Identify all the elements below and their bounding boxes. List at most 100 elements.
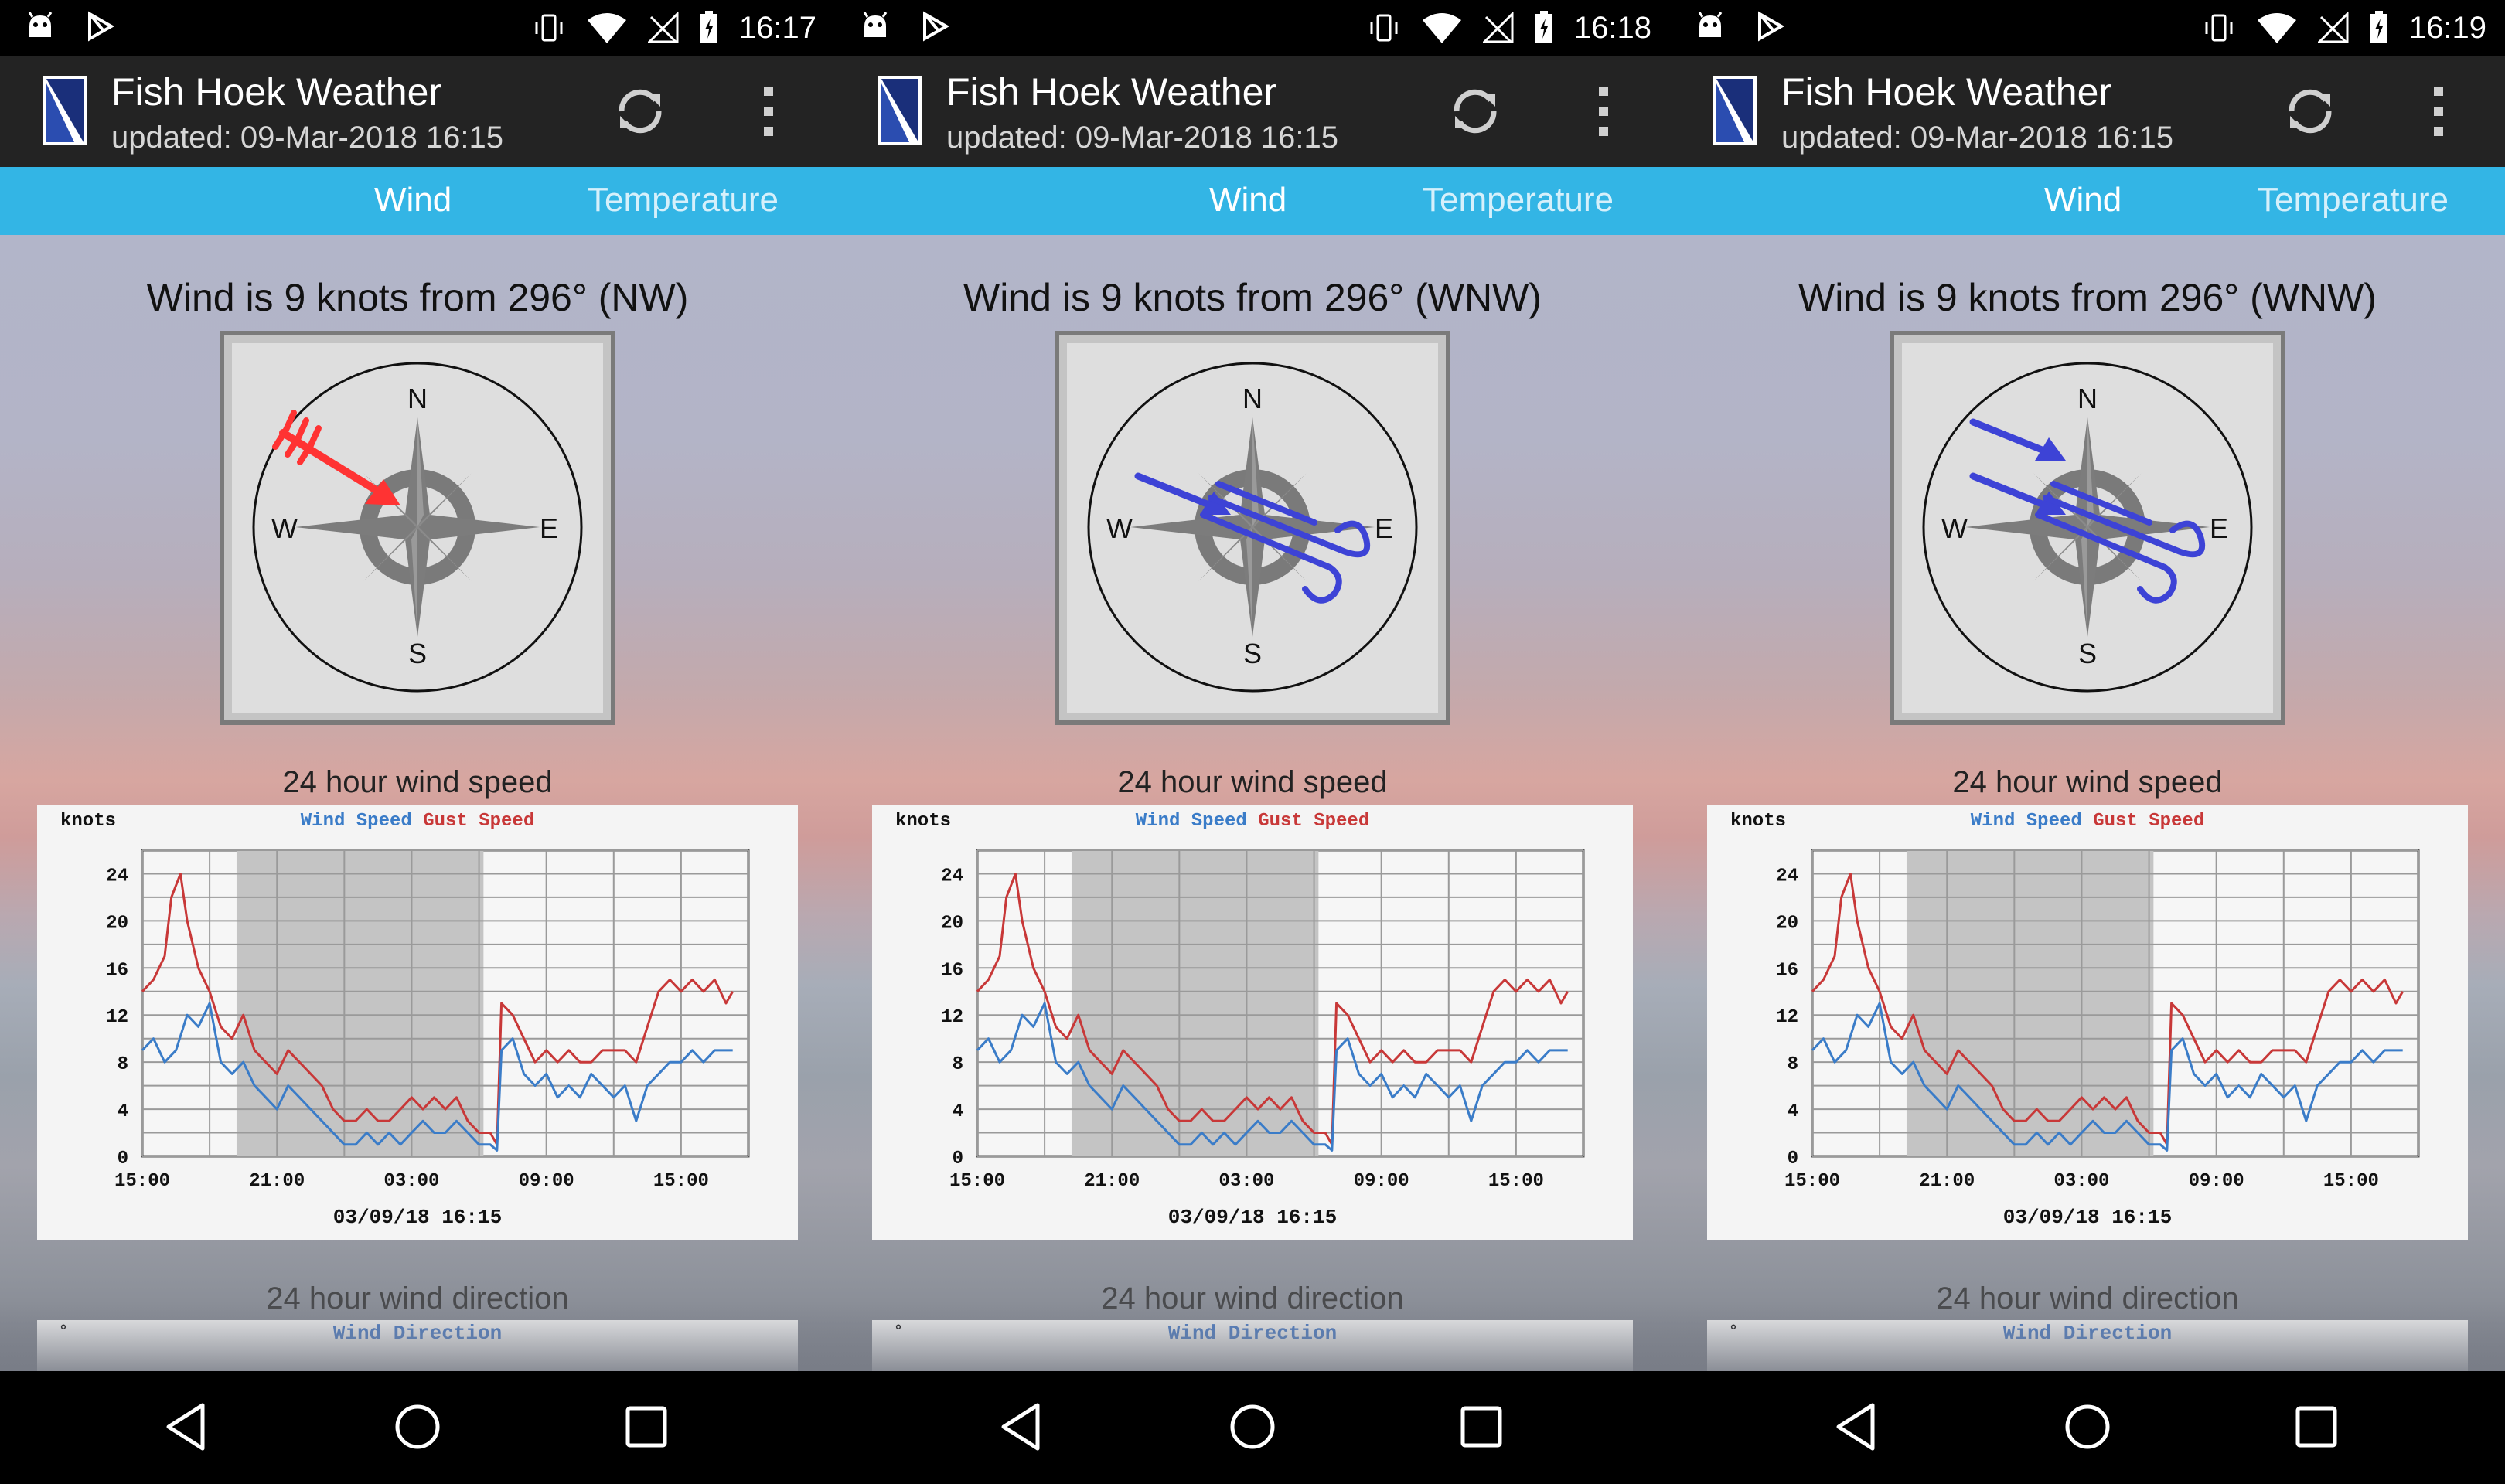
home-icon[interactable] xyxy=(1228,1402,1277,1452)
legend-entry: Gust Speed xyxy=(412,811,534,832)
app-bar: Fish Hoek Weather updated: 09-Mar-2018 1… xyxy=(1670,56,2505,167)
legend-entry: Gust Speed xyxy=(2082,811,2204,832)
tab-wind[interactable]: Wind xyxy=(2044,181,2122,219)
wind-speed-chart: 0 4 8 12 16 20 24 15:00 21:00 03:00 09:00 15:00 knot… xyxy=(1707,805,2468,1240)
more-vert-icon[interactable] xyxy=(2420,82,2457,141)
wifi-icon xyxy=(2257,13,2296,43)
last-updated-text: updated: 09-Mar-2018 16:15 xyxy=(946,121,1339,155)
scroll-fade xyxy=(0,1302,835,1371)
y-axis-label: knots xyxy=(895,811,951,832)
recents-icon[interactable] xyxy=(625,1405,668,1448)
x-tick-label: 15:00 xyxy=(949,1171,1005,1192)
x-tick-label: 15:00 xyxy=(1488,1171,1544,1192)
app-title: Fish Hoek Weather xyxy=(1781,70,2112,114)
back-icon[interactable] xyxy=(999,1402,1042,1452)
x-tick-label: 03:00 xyxy=(383,1171,439,1192)
x-tick-label: 03:00 xyxy=(1218,1171,1274,1192)
series-line xyxy=(1811,1002,2403,1152)
x-tick-label: 21:00 xyxy=(1084,1171,1140,1192)
speed-chart-caption: 24 hour wind speed xyxy=(1952,765,2223,799)
vibrate-icon xyxy=(1370,14,1398,42)
compass-panel: N S W E xyxy=(1890,331,2285,725)
status-time: 16:19 xyxy=(2408,11,2486,45)
tab-wind[interactable]: Wind xyxy=(374,181,452,219)
back-icon[interactable] xyxy=(164,1402,207,1452)
recents-icon[interactable] xyxy=(2295,1405,2338,1448)
compass-west-label: W xyxy=(1106,512,1133,544)
wifi-icon xyxy=(1422,13,1461,43)
x-tick-label: 15:00 xyxy=(114,1171,170,1192)
android-icon xyxy=(863,12,888,37)
home-icon[interactable] xyxy=(393,1402,442,1452)
tab-temperature[interactable]: Temperature xyxy=(1423,181,1614,219)
android-icon xyxy=(28,12,53,37)
status-bar: 16:19 xyxy=(1670,0,2505,56)
legend-entry: Wind Speed xyxy=(1136,811,1247,832)
legend-entry: Gust Speed xyxy=(1247,811,1369,832)
more-vert-icon[interactable] xyxy=(750,82,787,141)
phone-screen: 16:19 Fish Hoek Weather updated: 09-Mar-… xyxy=(1670,0,2505,1484)
x-tick-label: 03:00 xyxy=(2053,1171,2109,1192)
status-time: 16:17 xyxy=(738,11,816,45)
fish-hoek-logo-icon xyxy=(43,76,87,145)
x-tick-label: 21:00 xyxy=(249,1171,305,1192)
y-tick-label: 4 xyxy=(953,1101,963,1122)
compass-rose: N S W E xyxy=(1922,362,2253,693)
x-tick-label: 09:00 xyxy=(2189,1171,2244,1192)
recents-icon[interactable] xyxy=(1460,1405,1503,1448)
back-icon[interactable] xyxy=(1834,1402,1877,1452)
wind-speed-chart: 0 4 8 12 16 20 24 15:00 21:00 03:00 09:00 15:00 knot… xyxy=(872,805,1633,1240)
tab-temperature[interactable]: Temperature xyxy=(588,181,779,219)
status-bar: 16:17 xyxy=(0,0,835,56)
more-vert-icon[interactable] xyxy=(1585,82,1622,141)
y-tick-label: 12 xyxy=(941,1007,963,1028)
compass-north-label: N xyxy=(1242,383,1263,414)
x-tick-label: 09:00 xyxy=(519,1171,574,1192)
series-line xyxy=(976,1002,1568,1152)
compass-panel: N S W E xyxy=(1055,331,1450,725)
y-tick-label: 0 xyxy=(953,1149,963,1169)
phone-screen: 16:18 Fish Hoek Weather updated: 09-Mar-… xyxy=(835,0,1670,1484)
y-tick-label: 8 xyxy=(118,1054,128,1075)
app-title: Fish Hoek Weather xyxy=(111,70,442,114)
compass-west-label: W xyxy=(1941,512,1968,544)
navigation-bar xyxy=(0,1371,835,1484)
compass-east-label: E xyxy=(1375,512,1393,544)
y-tick-label: 16 xyxy=(1776,960,1798,981)
x-tick-label: 21:00 xyxy=(1919,1171,1975,1192)
home-icon[interactable] xyxy=(2063,1402,2112,1452)
refresh-icon[interactable] xyxy=(2281,82,2340,141)
compass-rose: N S W E xyxy=(1087,362,1418,693)
series-line xyxy=(976,873,1569,1146)
x-axis-label: 03/09/18 16:15 xyxy=(1168,1206,1337,1229)
y-tick-label: 0 xyxy=(1788,1149,1798,1169)
y-tick-label: 24 xyxy=(1776,866,1798,887)
speed-chart-caption: 24 hour wind speed xyxy=(282,765,553,799)
y-tick-label: 20 xyxy=(106,913,128,934)
fish-hoek-logo-icon xyxy=(878,76,922,145)
refresh-icon[interactable] xyxy=(1446,82,1505,141)
app-bar: Fish Hoek Weather updated: 09-Mar-2018 1… xyxy=(835,56,1670,167)
x-tick-label: 09:00 xyxy=(1354,1171,1409,1192)
tab-temperature[interactable]: Temperature xyxy=(2258,181,2449,219)
compass-west-label: W xyxy=(271,512,298,544)
refresh-icon[interactable] xyxy=(611,82,670,141)
y-tick-label: 4 xyxy=(118,1101,128,1122)
wind-direction-arrow-icon xyxy=(1134,472,1371,604)
wind-direction-arrow-icon xyxy=(1969,418,2206,604)
app-bar: Fish Hoek Weather updated: 09-Mar-2018 1… xyxy=(0,56,835,167)
tab-wind[interactable]: Wind xyxy=(1209,181,1287,219)
x-tick-label: 15:00 xyxy=(653,1171,709,1192)
compass-south-label: S xyxy=(408,638,427,669)
x-axis-label: 03/09/18 16:15 xyxy=(2003,1206,2172,1229)
x-axis-label: 03/09/18 16:15 xyxy=(333,1206,502,1229)
app-title: Fish Hoek Weather xyxy=(946,70,1277,114)
battery-charging-icon xyxy=(1535,11,1552,43)
series-line xyxy=(141,873,734,1146)
y-tick-label: 0 xyxy=(118,1149,128,1169)
navigation-bar xyxy=(835,1371,1670,1484)
y-tick-label: 20 xyxy=(941,913,963,934)
y-tick-label: 24 xyxy=(941,866,963,887)
battery-charging-icon xyxy=(700,11,717,43)
